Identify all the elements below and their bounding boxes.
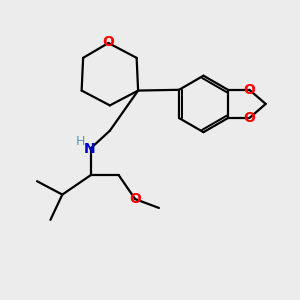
Text: O: O bbox=[103, 34, 114, 49]
Text: O: O bbox=[243, 83, 255, 97]
Text: O: O bbox=[129, 192, 141, 206]
Text: N: N bbox=[83, 142, 95, 155]
Text: H: H bbox=[76, 135, 85, 148]
Text: O: O bbox=[243, 111, 255, 125]
